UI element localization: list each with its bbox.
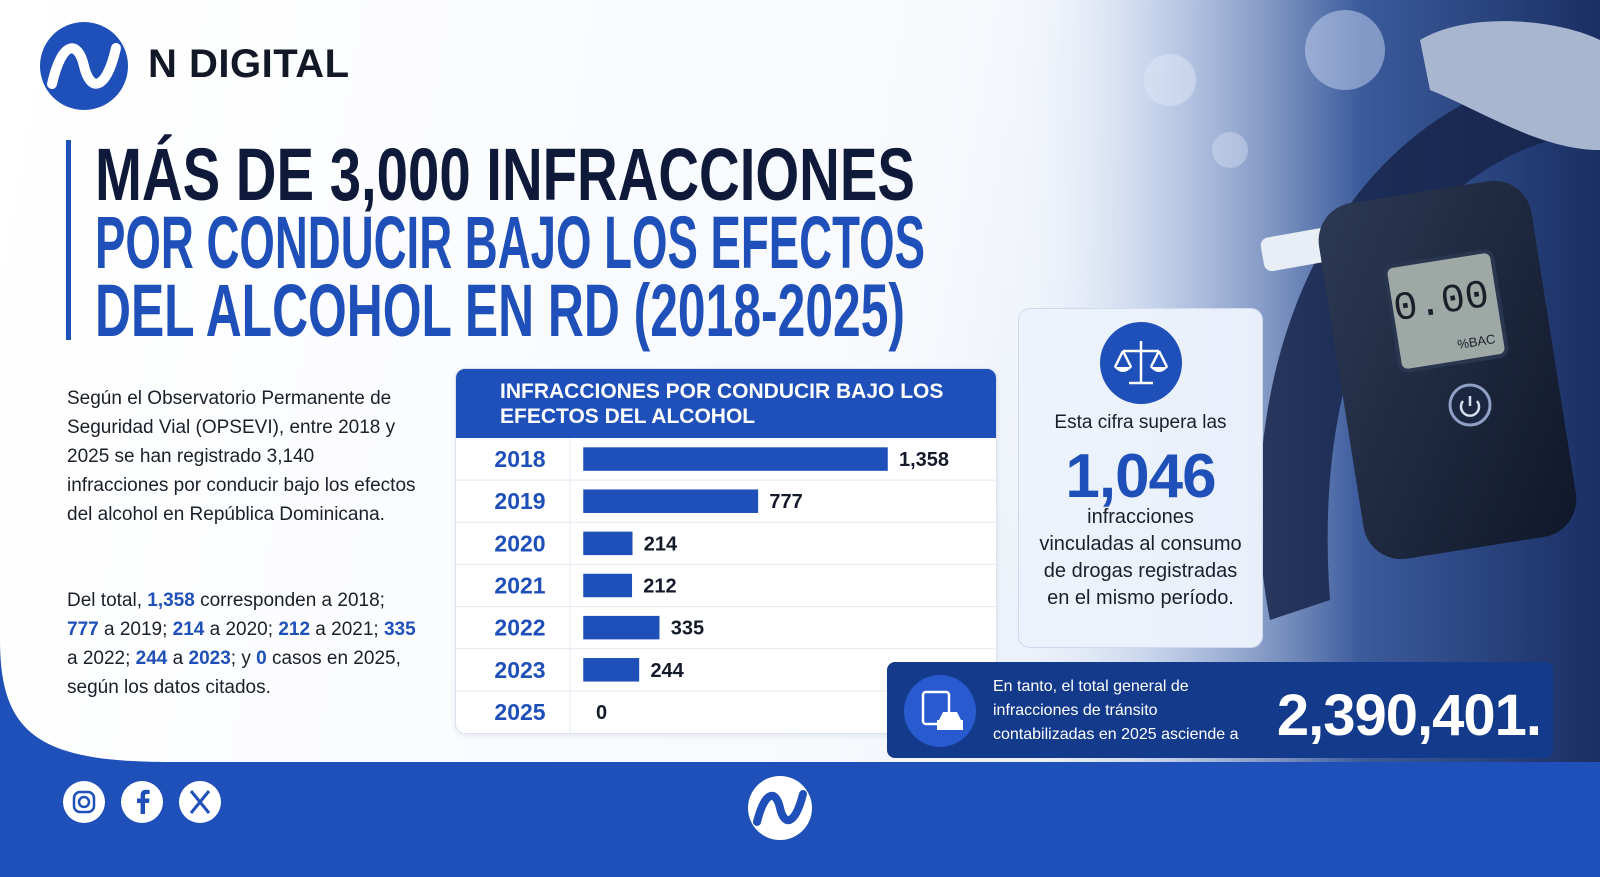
value-label: 0 <box>596 702 607 724</box>
category-label: 2018 <box>494 446 545 472</box>
value-label: 214 <box>644 533 678 555</box>
social-icons <box>63 776 812 840</box>
x-glyph <box>189 790 211 814</box>
text-run: ; y <box>230 648 257 669</box>
instagram-glyph <box>77 795 91 809</box>
car-icon <box>904 675 976 747</box>
category-label: 2020 <box>494 530 545 556</box>
highlight: 214 <box>172 619 205 640</box>
highlight: 1,358 <box>147 590 195 611</box>
callout-value: 1,046 <box>1065 442 1216 511</box>
text-run: a 2022; <box>67 648 136 669</box>
body-paragraph: Del total, 1,358 corresponden a 2018; 77… <box>67 586 417 702</box>
footer-logo-wave <box>753 790 807 826</box>
value-label: 777 <box>769 491 802 513</box>
highlight: 244 <box>135 648 168 669</box>
category-label: 2022 <box>494 615 545 641</box>
hand <box>1420 21 1600 151</box>
text-run: a 2020; <box>204 619 279 640</box>
scale-icon <box>1100 322 1182 404</box>
power-icon <box>1459 396 1481 417</box>
brand: N DIGITAL <box>148 42 350 86</box>
headline-line: MÁS DE 3,000 INFRACCIONES <box>95 133 915 216</box>
callout-intro: Esta cifra supera las <box>1054 412 1227 433</box>
value-label: 212 <box>643 576 676 598</box>
highlight: 777 <box>67 619 99 640</box>
total-callout: En tanto, el total general de infraccion… <box>887 662 1553 758</box>
bar <box>583 658 640 682</box>
display <box>1383 249 1509 373</box>
bokeh <box>1212 132 1248 168</box>
category-label: 2023 <box>494 657 545 683</box>
value-label: 335 <box>671 618 704 640</box>
highlight: 0 <box>256 648 267 669</box>
callout-text: infracciones vinculadas al consumo de dr… <box>1039 506 1242 609</box>
clipboard <box>921 690 951 726</box>
text-run: casos en 2025, según los datos citados. <box>67 648 401 698</box>
footer-band <box>0 640 1600 877</box>
drugs-callout: Esta cifra supera las 1,046 infracciones… <box>1018 308 1263 648</box>
chart-title: INFRACCIONES POR CONDUCIR BAJO LOS EFECT… <box>456 369 996 438</box>
bar <box>583 447 888 471</box>
breathalyzer <box>1318 180 1577 560</box>
headline-line: DEL ALCOHOL EN RD (2018-2025) <box>95 269 905 352</box>
category-label: 2025 <box>494 699 545 725</box>
text-run: Del total, <box>67 590 148 611</box>
display-unit: %BAC <box>1456 331 1496 352</box>
scale-glyph <box>1113 341 1169 385</box>
category-label: 2019 <box>494 488 545 514</box>
bokeh <box>1305 10 1385 90</box>
facebook-glyph <box>137 789 150 814</box>
text-run: a 2019; <box>98 619 173 640</box>
callout-value: 2,390,401. <box>1276 683 1542 748</box>
body-paragraph: Según el Observatorio Permanente de Segu… <box>67 388 416 525</box>
chart-plot: 2018 1,358 2019 777 2020 214 2021 212 2022 335 202… <box>456 438 996 733</box>
headline-line: POR CONDUCIR BAJO LOS EFECTOS <box>95 201 925 284</box>
bar <box>583 615 660 640</box>
bokeh <box>1144 54 1196 106</box>
value-label: 244 <box>650 660 684 682</box>
bar <box>583 489 759 513</box>
headline-rule <box>66 140 71 340</box>
scale-pans <box>1114 367 1168 372</box>
highlight: 335 <box>383 619 416 640</box>
instagram[interactable] <box>63 781 105 823</box>
bar <box>583 573 633 598</box>
highlight: 2023 <box>188 648 231 669</box>
highlight: 212 <box>278 619 311 640</box>
category-label: 2021 <box>494 573 545 599</box>
bar <box>583 531 633 556</box>
text-run: a <box>167 648 189 669</box>
callout-text: En tanto, el total general de infraccion… <box>993 678 1239 743</box>
value-label: 1,358 <box>899 449 949 471</box>
icon-circle <box>904 675 976 747</box>
car <box>937 712 963 730</box>
text-run: corresponden a 2018; <box>194 590 385 611</box>
instagram-glyph <box>72 790 96 814</box>
text-run: a 2021; <box>310 619 384 640</box>
logo-wave <box>47 43 121 89</box>
